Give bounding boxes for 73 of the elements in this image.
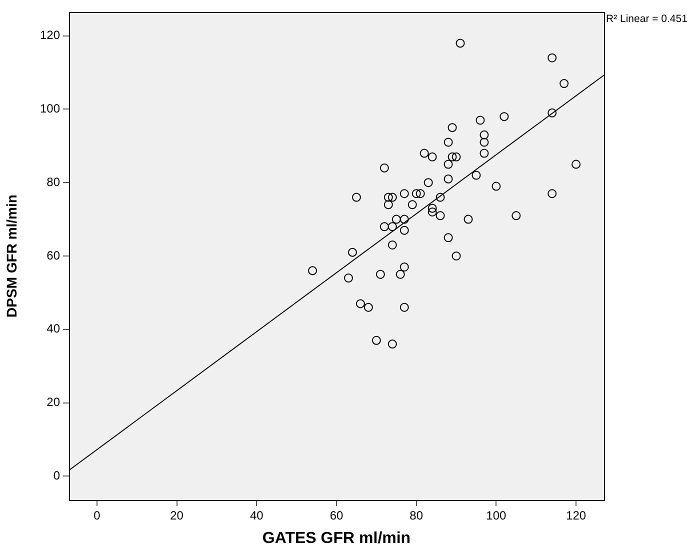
point xyxy=(456,38,465,48)
point xyxy=(492,182,501,191)
x-axis-title: GATES GFR ml/min xyxy=(262,530,411,547)
point xyxy=(480,138,489,147)
y-axis-title: DPSM GFR ml/min xyxy=(3,194,20,318)
point xyxy=(428,207,437,216)
point xyxy=(392,214,401,224)
point xyxy=(548,189,557,198)
y-tick-label: 40 xyxy=(46,322,60,336)
point xyxy=(376,270,385,279)
point xyxy=(512,211,521,220)
point xyxy=(548,53,557,62)
point xyxy=(548,108,557,118)
y-tick-label: 80 xyxy=(46,174,60,189)
point xyxy=(388,222,397,232)
point xyxy=(400,226,409,235)
point xyxy=(380,222,389,232)
point xyxy=(400,214,409,224)
point xyxy=(448,123,457,132)
point xyxy=(452,152,461,162)
point xyxy=(436,192,445,202)
point xyxy=(428,204,437,213)
point xyxy=(444,138,453,147)
point xyxy=(480,130,489,140)
point xyxy=(388,340,397,349)
point xyxy=(412,189,421,198)
y-tick-label: 100 xyxy=(40,102,60,116)
point xyxy=(452,252,461,260)
point xyxy=(388,240,397,250)
point xyxy=(384,200,393,210)
point xyxy=(372,336,381,345)
point xyxy=(444,160,453,169)
y-tick-label: 20 xyxy=(46,395,60,410)
point xyxy=(424,178,433,188)
y-tick-label: 120 xyxy=(40,28,60,42)
point xyxy=(400,262,409,272)
point xyxy=(352,192,361,202)
point xyxy=(344,274,353,283)
x-tick-label: 120 xyxy=(566,508,586,523)
x-tick-label: 40 xyxy=(250,508,264,523)
point xyxy=(444,233,453,242)
point xyxy=(444,174,453,184)
point xyxy=(400,189,409,198)
y-tick-label: 60 xyxy=(46,248,60,262)
point xyxy=(420,148,429,158)
point xyxy=(480,148,489,158)
x-tick-label: 0 xyxy=(94,508,101,523)
point xyxy=(416,189,425,198)
point xyxy=(380,163,389,172)
point xyxy=(428,152,437,162)
x-tick-label: 20 xyxy=(170,508,184,523)
point xyxy=(408,200,417,210)
x-tick-label: 80 xyxy=(410,508,424,523)
point xyxy=(384,192,393,202)
point xyxy=(476,116,485,125)
point xyxy=(308,266,318,276)
point xyxy=(364,302,373,312)
point xyxy=(356,299,365,308)
y-tick-label: 0 xyxy=(53,468,60,482)
point xyxy=(396,270,405,279)
point xyxy=(560,79,569,88)
text: R² Linear = 0.451 xyxy=(606,13,688,26)
x-tick-label: 100 xyxy=(486,508,507,523)
point xyxy=(448,152,457,162)
point xyxy=(500,112,509,122)
x-tick-label: 60 xyxy=(330,508,344,523)
point xyxy=(472,170,481,180)
point xyxy=(436,211,445,220)
point xyxy=(388,192,397,202)
point xyxy=(400,302,409,312)
point xyxy=(348,248,357,257)
point xyxy=(572,160,581,169)
point xyxy=(464,214,473,224)
